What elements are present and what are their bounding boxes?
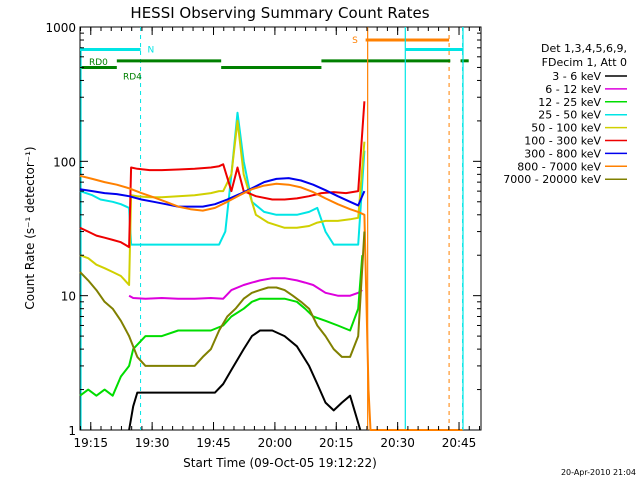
axis-ticks: 1 10 100 1000 19:15 19:30 19:45 20:00 20:15 20:30… [45,21,481,450]
series-line-800-7000-keV [79,174,463,431]
legend-header-line-1: Det 1,3,4,5,6,9, [541,42,627,55]
x-tick-label: 19:45 [196,436,231,450]
annotation-rd0: RD0 [89,58,108,68]
legend-header-line-2: FDecim 1, Att 0 [542,56,627,69]
annotation-rd4: RD4 [123,72,142,82]
x-tick-label: 20:45 [442,436,477,450]
y-tick-label: 1000 [45,21,76,35]
y-tick-label: 100 [53,155,76,169]
x-tick-label: 20:15 [319,436,354,450]
state-bars [80,27,469,430]
series-line-100-300-keV [79,101,366,249]
chart-title: HESSI Observing Summary Count Rates [130,4,429,22]
legend-label: 12 - 25 keV [538,96,601,109]
legend: Det 1,3,4,5,6,9, FDecim 1, Att 0 3 - 6 k… [503,42,627,186]
legend-label: 100 - 300 keV [524,135,601,148]
y-axis-label: Count Rate (s⁻¹ detector⁻¹) [23,146,37,309]
series-lines [79,101,463,431]
legend-label: 6 - 12 keV [545,83,601,96]
legend-label: 25 - 50 keV [538,109,601,122]
series-line-7000-20000-keV [79,231,366,367]
legend-label: 800 - 7000 keV [517,160,601,173]
annotation-s: S [352,36,358,46]
x-axis-label: Start Time (09-Oct-05 19:12:22) [183,456,377,470]
x-tick-label: 20:00 [258,436,293,450]
series-line-6-12-keV [128,277,363,300]
series-line-12-25-keV [79,255,364,397]
annotation-n: N [148,45,155,55]
y-tick-label: 1 [68,424,76,438]
x-tick-label: 19:15 [73,436,108,450]
series-line-3-6-keV [128,329,362,431]
x-tick-label: 19:30 [135,436,170,450]
series-line-300-800-keV [79,177,366,208]
x-tick-label: 20:30 [380,436,415,450]
legend-label: 300 - 800 keV [524,147,601,160]
footer-date: 20-Apr-2010 21:04 [561,468,636,477]
series-line-50-100-keV [79,119,366,286]
series-line-25-50-keV [79,111,366,246]
legend-label: 7000 - 20000 keV [503,173,601,186]
annotations: RD0 RD4 N S [89,36,358,82]
legend-label: 50 - 100 keV [531,122,601,135]
y-tick-label: 10 [61,290,76,304]
legend-label: 3 - 6 keV [552,70,601,83]
